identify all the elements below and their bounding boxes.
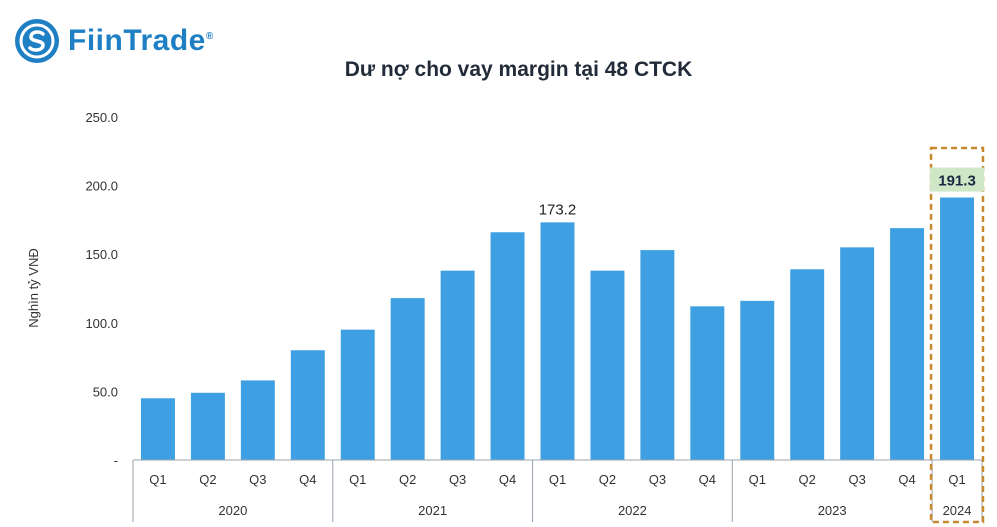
x-tick-label: Q2 [399,472,416,487]
x-tick-label: Q3 [848,472,865,487]
bar [290,350,325,460]
y-tick-label: 250.0 [85,110,118,125]
y-axis-label: Nghìn tỷ VNĐ [26,248,41,327]
x-tick-label: Q3 [649,472,666,487]
bar [440,270,475,460]
data-label: 173.2 [539,201,577,218]
x-axis: Q1 Q2 Q3 Q4 Q1 Q2 Q3 Q4 Q1 Q2 Q3 Q4 Q1 Q2 Q3 Q4 Q1 2020 20… [132,146,985,524]
x-tick-label: Q2 [599,472,616,487]
x-group-label: 2021 [418,503,447,518]
bars [140,197,975,460]
data-label: 191.3 [938,173,976,190]
x-tick-label: Q1 [749,472,766,487]
y-axis: - 50.0 100.0 150.0 200.0 250.0 [85,110,118,468]
y-tick-label: 200.0 [85,179,118,194]
x-tick-label: Q4 [299,472,316,487]
y-tick-label: - [114,453,118,468]
bar [590,270,625,460]
y-tick-label: 150.0 [85,247,118,262]
data-labels: 173.2 191.3 [539,167,985,218]
bar [890,228,925,460]
bar [540,222,575,460]
fiintrade-logo-icon [15,19,59,63]
bar [340,329,375,460]
chart-title: Dư nợ cho vay margin tại 48 CTCK [344,58,693,81]
highlight-box [929,146,985,524]
x-tick-label: Q4 [898,472,915,487]
data-label-background [930,167,985,192]
x-group-label: 2022 [618,503,647,518]
x-tick-label: Q1 [549,472,566,487]
bar [140,398,175,460]
bar [840,247,875,460]
bar [240,380,275,460]
x-tick-label: Q2 [199,472,216,487]
x-tick-label: Q3 [249,472,266,487]
bar [490,232,525,460]
y-tick-label: 100.0 [85,316,118,331]
bar [690,306,725,460]
x-tick-label: Q3 [449,472,466,487]
x-tick-label: Q2 [799,472,816,487]
x-tick-label: Q1 [149,472,166,487]
x-group-label: 2023 [818,503,847,518]
bar [190,392,225,460]
x-tick-label: Q1 [948,472,965,487]
x-tick-label: Q4 [699,472,716,487]
x-tick-label: Q4 [499,472,516,487]
bar [640,250,675,460]
brand: FiinTrade® [14,18,214,64]
bar [740,300,775,460]
y-tick-label: 50.0 [93,384,118,399]
brand-registered-mark: ® [205,31,214,42]
x-tick-label: Q1 [349,472,366,487]
x-group-label: 2024 [943,503,972,518]
bar [390,298,425,460]
bar [940,197,975,460]
x-group-label: 2020 [218,503,247,518]
bar [790,269,825,460]
brand-name: FiinTrade® [68,24,214,57]
